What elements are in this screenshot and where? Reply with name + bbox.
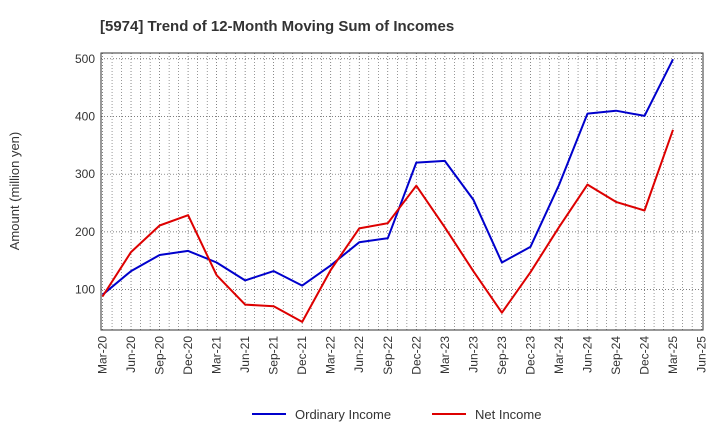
y-tick-label: 400	[75, 109, 95, 123]
x-tick-label: Sep-24	[609, 336, 623, 375]
legend-label-net-income: Net Income	[475, 407, 541, 422]
grid	[101, 53, 703, 330]
legend: Ordinary Income Net Income	[252, 407, 541, 422]
x-tick-label: Dec-23	[523, 336, 537, 375]
x-tick-label: Sep-20	[153, 336, 167, 375]
x-tick-label: Dec-21	[295, 336, 309, 375]
plot-frame	[100, 52, 704, 331]
y-tick-label: 300	[75, 167, 95, 181]
x-tick-label: Dec-20	[181, 336, 195, 375]
y-tick-label: 200	[75, 225, 95, 239]
x-tick-label: Mar-20	[96, 336, 110, 374]
x-tick-label: Jun-23	[466, 336, 480, 373]
x-tick-label: Mar-21	[210, 336, 224, 374]
x-tick-label: Mar-25	[666, 336, 680, 374]
x-tick-label: Sep-21	[267, 336, 281, 375]
y-tick-labels: 100 200 300 400 500	[75, 52, 95, 297]
legend-label-ordinary-income: Ordinary Income	[295, 407, 391, 422]
x-tick-label: Mar-24	[552, 336, 566, 374]
x-tick-label: Jun-22	[352, 336, 366, 373]
series-line-net-income	[101, 129, 674, 323]
x-tick-label: Jun-25	[695, 336, 709, 373]
series-lines	[101, 58, 674, 323]
x-tick-label: Jun-21	[238, 336, 252, 373]
chart-title: [5974] Trend of 12-Month Moving Sum of I…	[100, 18, 454, 35]
y-tick-label: 100	[75, 283, 95, 297]
x-tick-label: Mar-23	[438, 336, 452, 374]
x-tick-labels: Mar-20 Jun-20 Sep-20 Dec-20 Mar-21 Jun-21 Sep-…	[96, 336, 709, 375]
x-tick-label: Dec-24	[638, 336, 652, 375]
y-axis-label: Amount (million yen)	[7, 132, 22, 251]
x-tick-label: Sep-23	[495, 336, 509, 375]
x-tick-label: Jun-24	[580, 336, 594, 373]
x-tick-label: Dec-22	[409, 336, 423, 375]
y-tick-label: 500	[75, 52, 95, 66]
x-tick-label: Jun-20	[124, 336, 138, 373]
x-tick-label: Mar-22	[324, 336, 338, 374]
x-tick-label: Sep-22	[381, 336, 395, 375]
series-line-ordinary-income	[101, 58, 674, 296]
